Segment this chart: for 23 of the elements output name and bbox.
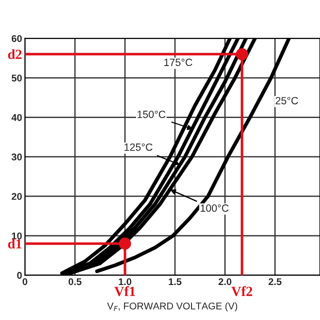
annotation: 175°C [164, 58, 192, 66]
y-tick-label: 60 [12, 35, 22, 42]
x-tick-label: 0 [22, 278, 28, 286]
x-axis-title: V$_{F}$, FORWARD VOLTAGE (V) [107, 302, 238, 312]
x-tick-label: 1.5 [168, 278, 182, 286]
y-tick-label: 0 [17, 272, 22, 279]
annotation: d2 [8, 49, 22, 60]
x-tick-label: 0.5 [68, 278, 82, 286]
x-tick-label: 1.0 [118, 278, 132, 286]
annotation: Vf2 [231, 286, 252, 296]
y-tick-label: 50 [12, 74, 22, 82]
x-tick-label: 2.5 [268, 278, 282, 286]
annotation: d1 [8, 238, 22, 248]
annotation: Vf1 [114, 286, 136, 296]
annotation: 100°C [200, 204, 229, 212]
annotation: 150°C [138, 110, 166, 118]
annotation: 25°C [276, 96, 298, 104]
y-tick-label: 30 [12, 154, 22, 160]
y-tick-label: 40 [12, 114, 22, 121]
y-tick-label: 10 [12, 232, 22, 240]
x-tick-label: 2.0 [218, 278, 232, 286]
annotation: 125°C [124, 143, 152, 151]
y-tick-label: 20 [12, 193, 22, 200]
